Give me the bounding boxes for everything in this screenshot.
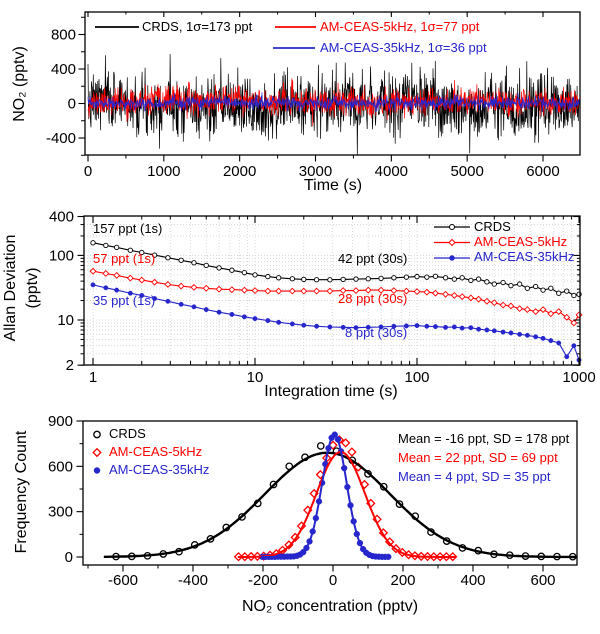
svg-text:10: 10 — [247, 369, 264, 386]
panel3-x-axis-title: NO₂ concentration (pptv) — [241, 598, 419, 615]
panel2-legend-label-ceas5: AM-CEAS-5kHz — [474, 234, 568, 249]
svg-text:-200: -200 — [248, 572, 278, 589]
panel3-legend-label-crds: CRDS — [109, 426, 146, 441]
panel1-legend-label-crds: CRDS, 1σ=173 ppt — [142, 19, 253, 34]
svg-text:400: 400 — [51, 61, 76, 78]
panel1-legend-label-ceas5: AM-CEAS-5kHz, 1σ=77 ppt — [320, 19, 480, 34]
panel3-legend-label-ceas5: AM-CEAS-5kHz — [109, 444, 203, 459]
panel2-legend-label-crds: CRDS — [474, 219, 511, 234]
svg-text:-400: -400 — [178, 572, 208, 589]
svg-text:0: 0 — [329, 572, 337, 589]
svg-text:-600: -600 — [108, 572, 138, 589]
panel3-y-axis-title: Frequency Count — [13, 430, 30, 554]
annotation-ceas35-30s: 8 ppt (30s) — [345, 325, 408, 340]
annotation-ceas5-30s: 28 ppt (30s) — [338, 291, 408, 306]
svg-text:6000: 6000 — [526, 163, 559, 180]
svg-text:1000: 1000 — [562, 369, 595, 386]
stats-ceas5: Mean = 22 ppt, SD = 69 ppt — [398, 450, 558, 465]
svg-text:0: 0 — [84, 163, 92, 180]
svg-text:100: 100 — [49, 247, 74, 264]
svg-text:400: 400 — [49, 209, 74, 226]
svg-text:900: 900 — [48, 413, 73, 430]
svg-text:0: 0 — [68, 96, 76, 113]
stats-crds: Mean = -16 ppt, SD = 178 ppt — [398, 431, 570, 446]
annotation-crds-30s: 42 ppt (30s) — [338, 251, 408, 266]
svg-text:2: 2 — [66, 357, 74, 374]
annotation-ceas5-1s: 57 ppt (1s) — [93, 251, 156, 266]
svg-text:10: 10 — [57, 312, 74, 329]
svg-text:600: 600 — [48, 458, 73, 475]
svg-text:1: 1 — [89, 369, 97, 386]
svg-text:5000: 5000 — [450, 163, 483, 180]
svg-text:600: 600 — [530, 572, 555, 589]
svg-text:3000: 3000 — [299, 163, 332, 180]
svg-text:300: 300 — [48, 504, 73, 521]
svg-text:800: 800 — [51, 27, 76, 44]
panel2-y-axis-title-line2: (pptv) — [24, 267, 41, 309]
panel2-y-axis-title-line1: Allan Deviation — [2, 234, 19, 342]
svg-text:400: 400 — [460, 572, 485, 589]
panel2-legend-label-ceas35: AM-CEAS-35kHz — [474, 249, 575, 264]
svg-text:4000: 4000 — [375, 163, 408, 180]
panel1-x-axis-title: Time (s) — [303, 177, 363, 194]
svg-text:1000: 1000 — [147, 163, 180, 180]
stats-ceas35: Mean = 4 ppt, SD = 35 ppt — [398, 469, 551, 484]
panel1-y-axis-title: NO₂ (pptv) — [11, 46, 28, 122]
annotation-ceas35-1s: 35 ppt (1s) — [93, 293, 156, 308]
svg-text:200: 200 — [390, 572, 415, 589]
svg-text:0: 0 — [65, 549, 73, 566]
svg-text:-400: -400 — [46, 130, 76, 147]
svg-text:2000: 2000 — [223, 163, 256, 180]
panel1-legend-label-ceas35: AM-CEAS-35kHz, 1σ=36 ppt — [320, 40, 487, 55]
panel3-legend-label-ceas35: AM-CEAS-35kHz — [109, 462, 210, 477]
svg-text:100: 100 — [404, 369, 429, 386]
panel2-x-axis-title: Integration time (s) — [264, 383, 398, 400]
annotation-crds-1s: 157 ppt (1s) — [93, 221, 163, 236]
